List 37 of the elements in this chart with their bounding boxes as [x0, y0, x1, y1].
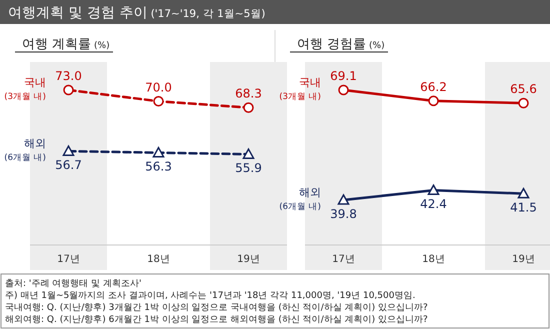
- data-label: 55.9: [235, 161, 262, 176]
- data-label: 73.0: [55, 69, 82, 83]
- chart-title: 여행 계획률 (%): [22, 37, 110, 52]
- data-label: 56.3: [145, 160, 172, 174]
- data-label: 42.4: [420, 197, 447, 212]
- text: 국내여행: Q. (지난/향후) 3개월간 1박 이상의 일정으로 국내여행을 (하신 적이/하실 계획이) 있으십니까?: [5, 303, 428, 313]
- x-tick-label: 17년: [332, 254, 355, 265]
- text: 해외여행: Q. (지난/향후) 6개월간 1박 이상의 일정으로 해외여행을 (하신 적이/하실 계획이) 있으십니까?: [5, 315, 428, 325]
- source-note: 출처: '주례 여행행태 및 계획조사': [5, 279, 142, 289]
- chart-title: 여행 경험률 (%): [297, 37, 385, 52]
- data-label: 56.7: [55, 158, 82, 172]
- data-label: 39.8: [330, 207, 357, 221]
- point: [153, 96, 164, 107]
- x-tick-label: 18년: [422, 254, 445, 265]
- point: [338, 84, 349, 96]
- point: [152, 146, 164, 158]
- point: [428, 96, 439, 106]
- x-tick-label: 17년: [57, 254, 80, 265]
- data-label: 69.1: [330, 69, 357, 83]
- x-tick-label: 19년: [512, 254, 535, 265]
- point: [518, 188, 530, 198]
- point: [63, 84, 74, 96]
- data-label: 66.2: [420, 80, 447, 94]
- text: 여행계획 및 경험 추이 ('17~'19, 각 1월~5월): [8, 5, 266, 21]
- x-tick-label: 19년: [237, 254, 260, 265]
- point: [243, 102, 254, 113]
- data-label: 70.0: [145, 80, 172, 94]
- point: [242, 148, 254, 159]
- data-label: 41.5: [510, 200, 537, 215]
- data-label: 65.6: [510, 82, 537, 96]
- x-tick-label: 18년: [147, 254, 170, 265]
- point: [518, 98, 529, 108]
- text: 주) 매년 1월~5월까지의 조사 결과이며, 사례수는 '17년과 '18년 각각 11,000명, '19년 10,500명임.: [5, 291, 416, 301]
- data-label: 68.3: [235, 86, 262, 101]
- point: [428, 184, 440, 195]
- point: [62, 145, 74, 156]
- point: [338, 194, 350, 205]
